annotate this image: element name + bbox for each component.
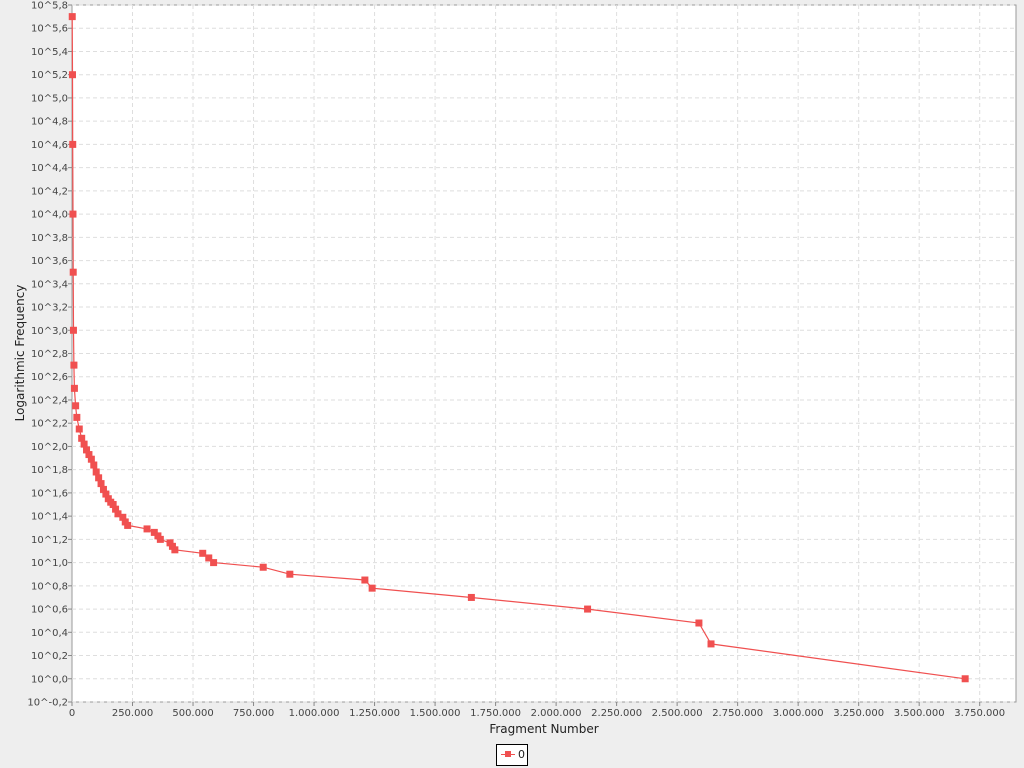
x-tick-label: 1.250.000 (349, 708, 400, 719)
y-tick-label: 10^2,6 (31, 372, 68, 383)
x-tick-label: 3.250.000 (833, 708, 884, 719)
x-tick-label: 750.000 (233, 708, 274, 719)
x-tick-label: 3.500.000 (894, 708, 945, 719)
y-tick-label: 10^4,4 (31, 163, 68, 174)
y-tick-label: 10^3,4 (31, 279, 68, 290)
y-tick-label: 10^4,0 (31, 210, 68, 221)
data-point (69, 140, 77, 148)
data-point (112, 505, 120, 513)
data-point (199, 549, 207, 557)
data-point (70, 384, 78, 392)
data-point (92, 468, 100, 476)
series-layer (68, 13, 969, 683)
y-tick-label: 10^1,0 (31, 558, 68, 569)
x-tick-label: 2.250.000 (591, 708, 642, 719)
x-tick-label: 2.000.000 (531, 708, 582, 719)
x-axis-title: Fragment Number (489, 722, 598, 736)
y-tick-label: 10^3,0 (31, 326, 68, 337)
data-point (72, 402, 80, 410)
data-point (150, 528, 158, 536)
data-point (87, 455, 95, 463)
data-point (467, 593, 475, 601)
legend: 0 (496, 744, 528, 766)
y-tick-label: 10^3,6 (31, 256, 68, 267)
data-point (361, 576, 369, 584)
data-point (78, 434, 86, 442)
x-tick-label: 3.750.000 (954, 708, 1005, 719)
y-tick-label: 10^4,6 (31, 140, 68, 151)
y-tick-label: 10^0,0 (31, 674, 68, 685)
y-tick-label: 10^2,8 (31, 349, 68, 360)
x-tick-label: 500.000 (172, 708, 213, 719)
y-tick-label: 10^3,2 (31, 303, 68, 314)
y-tick-label: 10^5,0 (31, 93, 68, 104)
x-tick-label: 1.500.000 (410, 708, 461, 719)
data-point (75, 425, 83, 433)
x-tick-label: 250.000 (112, 708, 153, 719)
x-tick-label: 2.750.000 (712, 708, 763, 719)
y-tick-label: 10^2,2 (31, 419, 68, 430)
data-point (90, 461, 98, 469)
data-point (368, 584, 376, 592)
y-tick-label: 10^5,2 (31, 70, 68, 81)
y-tick-label: 10^0,8 (31, 581, 68, 592)
data-point (109, 501, 117, 509)
y-tick-label: 10^4,2 (31, 186, 68, 197)
data-point (695, 619, 703, 627)
data-point (70, 361, 78, 369)
y-tick-label: 10^2,0 (31, 442, 68, 453)
x-tick-label: 1.750.000 (470, 708, 521, 719)
data-point (961, 675, 969, 683)
y-tick-label: 10^1,8 (31, 465, 68, 476)
y-tick-label: 10^-0,2 (27, 698, 68, 709)
data-point (171, 546, 179, 554)
y-tick-label: 10^1,4 (31, 512, 68, 523)
data-point (85, 451, 93, 459)
axes: 0 250.000 500.000 750.000 1.000.000 1.250.000… (27, 1, 1005, 720)
data-point (210, 559, 218, 567)
y-tick-label: 10^0,4 (31, 628, 68, 639)
data-point (69, 326, 77, 334)
data-point (259, 563, 267, 571)
y-tick-label: 10^5,8 (31, 1, 68, 12)
x-tick-label: 3.000.000 (773, 708, 824, 719)
x-tick-label: 1.000.000 (289, 708, 340, 719)
y-tick-label: 10^2,4 (31, 395, 68, 406)
x-tick-label: 2.500.000 (652, 708, 703, 719)
legend-series-label: 0 (518, 748, 525, 761)
data-point (69, 268, 77, 276)
data-point (143, 525, 151, 533)
data-point (102, 490, 110, 498)
y-tick-label: 10^0,6 (31, 605, 68, 616)
data-point (124, 521, 132, 529)
y-tick-label: 10^1,6 (31, 488, 68, 499)
y-tick-label: 10^1,2 (31, 535, 68, 546)
data-point (80, 440, 88, 448)
data-point (286, 570, 294, 578)
y-tick-label: 10^5,4 (31, 47, 68, 58)
data-point (97, 480, 105, 488)
y-axis-title: Logarithmic Frequency (13, 285, 27, 422)
x-tick-label: 0 (69, 708, 75, 719)
data-point (83, 446, 91, 454)
data-point (156, 535, 164, 543)
data-point (95, 474, 103, 482)
data-point (73, 413, 81, 421)
y-tick-label: 10^4,8 (31, 117, 68, 128)
legend-marker-swatch (505, 751, 511, 757)
data-point (205, 554, 213, 562)
data-point (99, 485, 107, 493)
data-point (69, 210, 77, 218)
data-point (584, 605, 592, 613)
data-point (114, 510, 122, 518)
data-point (119, 513, 127, 521)
y-tick-label: 10^5,6 (31, 24, 68, 35)
y-tick-label: 10^3,8 (31, 233, 68, 244)
data-point (68, 13, 76, 21)
data-point (707, 640, 715, 648)
y-tick-label: 10^0,2 (31, 651, 68, 662)
data-point (68, 71, 76, 79)
